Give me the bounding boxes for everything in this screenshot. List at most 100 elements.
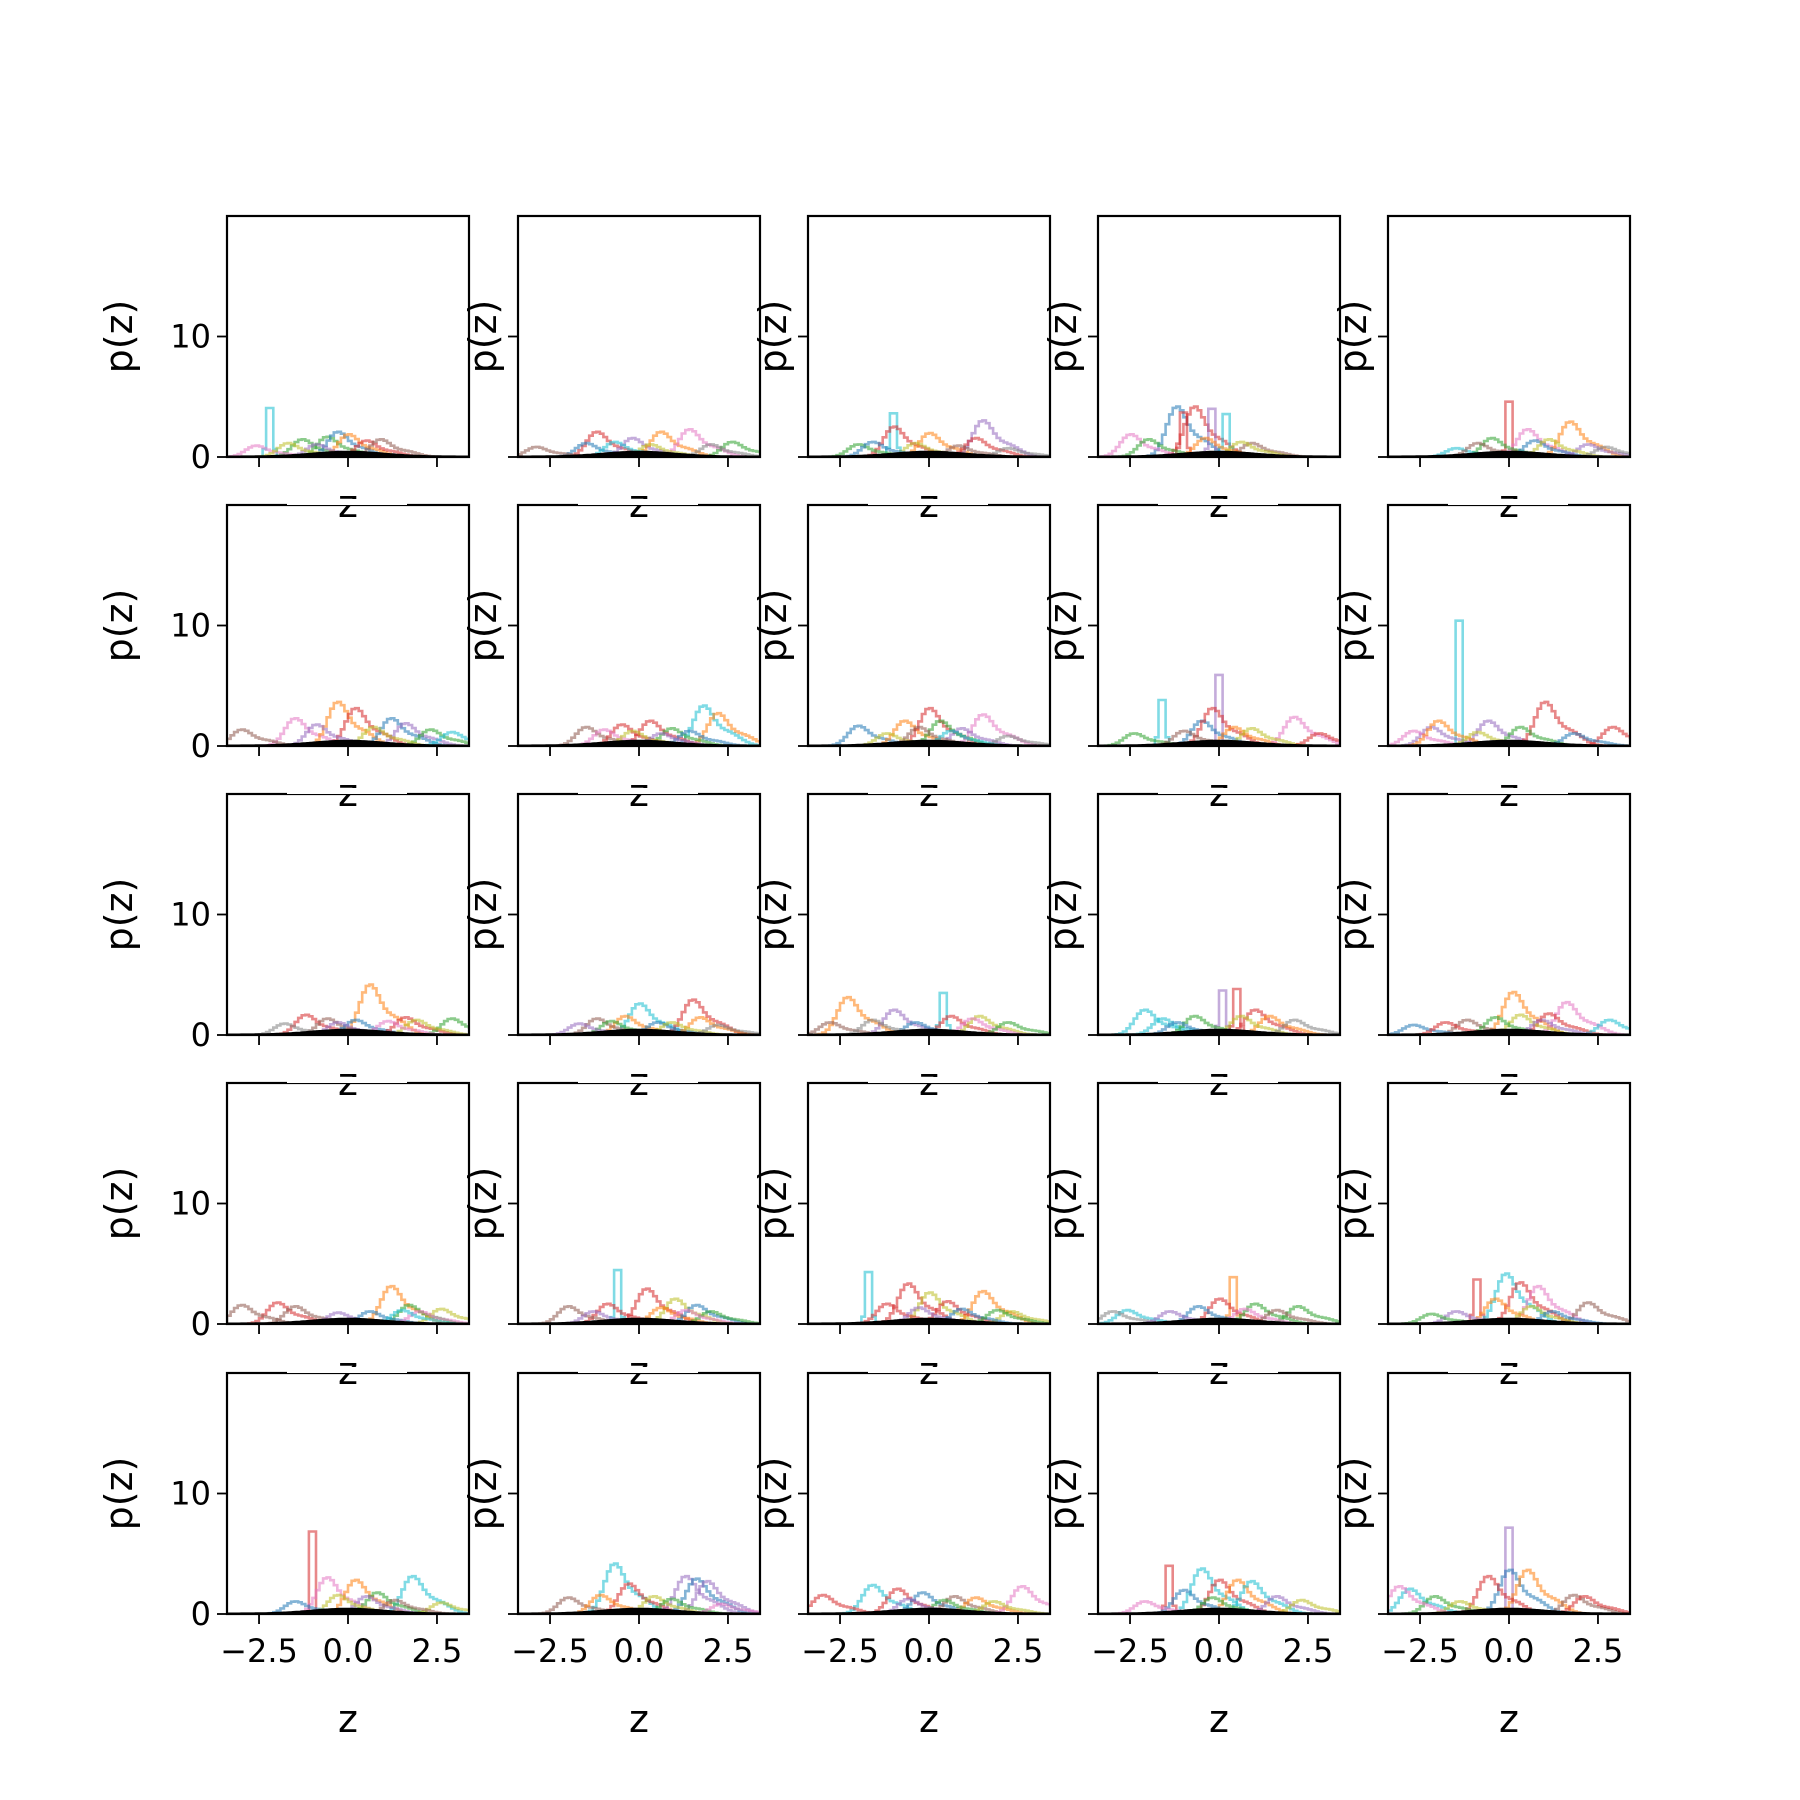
y-tick-label: 10 [170,607,211,645]
histogram-series-10 [1388,445,1630,457]
overlap-mask [1158,1077,1278,1083]
y-axis-label: p(z) [751,589,795,663]
subplot-1-2: zp(z) [461,214,762,526]
subplot-3-2: zp(z) [461,792,762,1104]
histogram-series-5 [808,419,1050,457]
y-axis-label: p(z) [97,300,141,374]
histogram-series-5 [227,1307,469,1324]
subplot-frame [1386,1081,1632,1326]
plot-area [808,706,1050,746]
subplot-frame [225,1081,471,1326]
histogram-series-3 [1098,1578,1340,1614]
x-tick-label: 2.5 [703,1632,754,1670]
histogram-series-9 [518,440,760,457]
plot-area [1098,987,1340,1035]
x-tick-label: 2.5 [993,1632,1044,1670]
x-tick-label: −2.5 [1091,1632,1169,1670]
histogram-series-6 [518,440,760,457]
subplot-frame [516,1081,762,1326]
histogram-series-6 [1388,1595,1630,1614]
subplot-frame [516,214,762,459]
histogram-series-7 [518,445,760,457]
histogram-series-6 [1388,443,1630,457]
plot-area [227,1284,469,1324]
x-axis-label: z [1209,1697,1229,1741]
histogram-series-5 [1098,412,1340,457]
subplot-frame [225,214,471,459]
plot-area [227,406,469,457]
plot-area [518,1562,760,1614]
overlap-mask [578,1077,698,1083]
x-tick-label: 2.5 [412,1632,463,1670]
overlap-mask [868,788,988,794]
subplot-5-2: −2.5 0.0 2.5 z p(z) [461,1371,762,1741]
subplot-3-3: zp(z) [751,792,1052,1104]
plot-area [1388,1272,1630,1324]
plot-area [1388,1526,1630,1614]
histogram-series-1 [1388,400,1630,457]
x-tick-label: 0.0 [614,1632,665,1670]
histogram-series-6 [808,1021,1050,1035]
histogram-series-8 [808,1306,1050,1324]
histogram-series-10 [227,730,469,746]
overlap-mask [868,499,988,505]
y-axis-label: p(z) [751,300,795,374]
histogram-series-4 [1098,407,1340,457]
subplot-frame [225,503,471,748]
histogram-series-9 [518,1023,760,1035]
overlap-mask [868,1077,988,1083]
x-tick-label: −2.5 [220,1632,298,1670]
histogram-series-3 [227,435,469,457]
y-tick-label: 0 [191,438,211,476]
histogram-series-2 [808,1282,1050,1324]
histogram-series-8 [1388,725,1630,746]
subplot-3-1: 010zp(z) [97,792,471,1104]
histogram-series-2 [227,700,469,746]
y-axis-label: p(z) [751,1457,795,1531]
y-axis-label: p(z) [97,878,141,952]
histogram-series-4 [1098,706,1340,746]
subplot-frame [516,503,762,748]
histogram-series-3 [227,706,469,746]
histogram-series-2 [1098,673,1340,746]
subplot-2-3: zp(z) [751,503,1052,815]
histogram-series-3 [227,1578,469,1614]
histogram-series-7 [1098,1014,1340,1035]
overlap-mask [287,1077,407,1083]
overlap-mask [1158,499,1278,505]
subplot-frame [1096,214,1342,459]
histogram-series-3 [1098,1305,1340,1324]
overlap-mask [287,788,407,794]
subplot-frame [1096,1371,1342,1616]
histogram-series-10 [808,446,1050,457]
y-axis-label: p(z) [1331,878,1375,952]
histogram-series-6 [1388,1023,1630,1035]
histogram-series-4 [808,431,1050,457]
histogram-series-2 [518,711,760,746]
plot-area [227,983,469,1035]
plot-area [1098,405,1340,457]
histogram-series-6 [227,1303,469,1324]
histogram-series-3 [1098,989,1340,1035]
histogram-series-8 [808,1021,1050,1035]
y-tick-label: 0 [191,1595,211,1633]
plot-area [1388,990,1630,1035]
histogram-series-3 [808,1291,1050,1324]
plot-area [1388,400,1630,457]
histogram-series-6 [227,1017,469,1035]
histogram-series-4 [1388,1574,1630,1614]
x-tick-label: 2.5 [1283,1632,1334,1670]
histogram-series-7 [227,1593,469,1614]
histogram-series-7 [808,1593,1050,1614]
y-axis-label: p(z) [461,589,505,663]
histogram-series-5 [1388,1297,1630,1324]
histogram-series-9 [518,729,760,746]
plot-area [1098,673,1340,746]
y-axis-label: p(z) [461,878,505,952]
histogram-series-2 [808,1008,1050,1035]
x-tick-label: 2.5 [1573,1632,1624,1670]
y-axis-label: p(z) [1041,878,1085,952]
histogram-series-8 [1098,1598,1340,1614]
y-axis-label: p(z) [1331,1457,1375,1531]
plot-area [808,991,1050,1035]
